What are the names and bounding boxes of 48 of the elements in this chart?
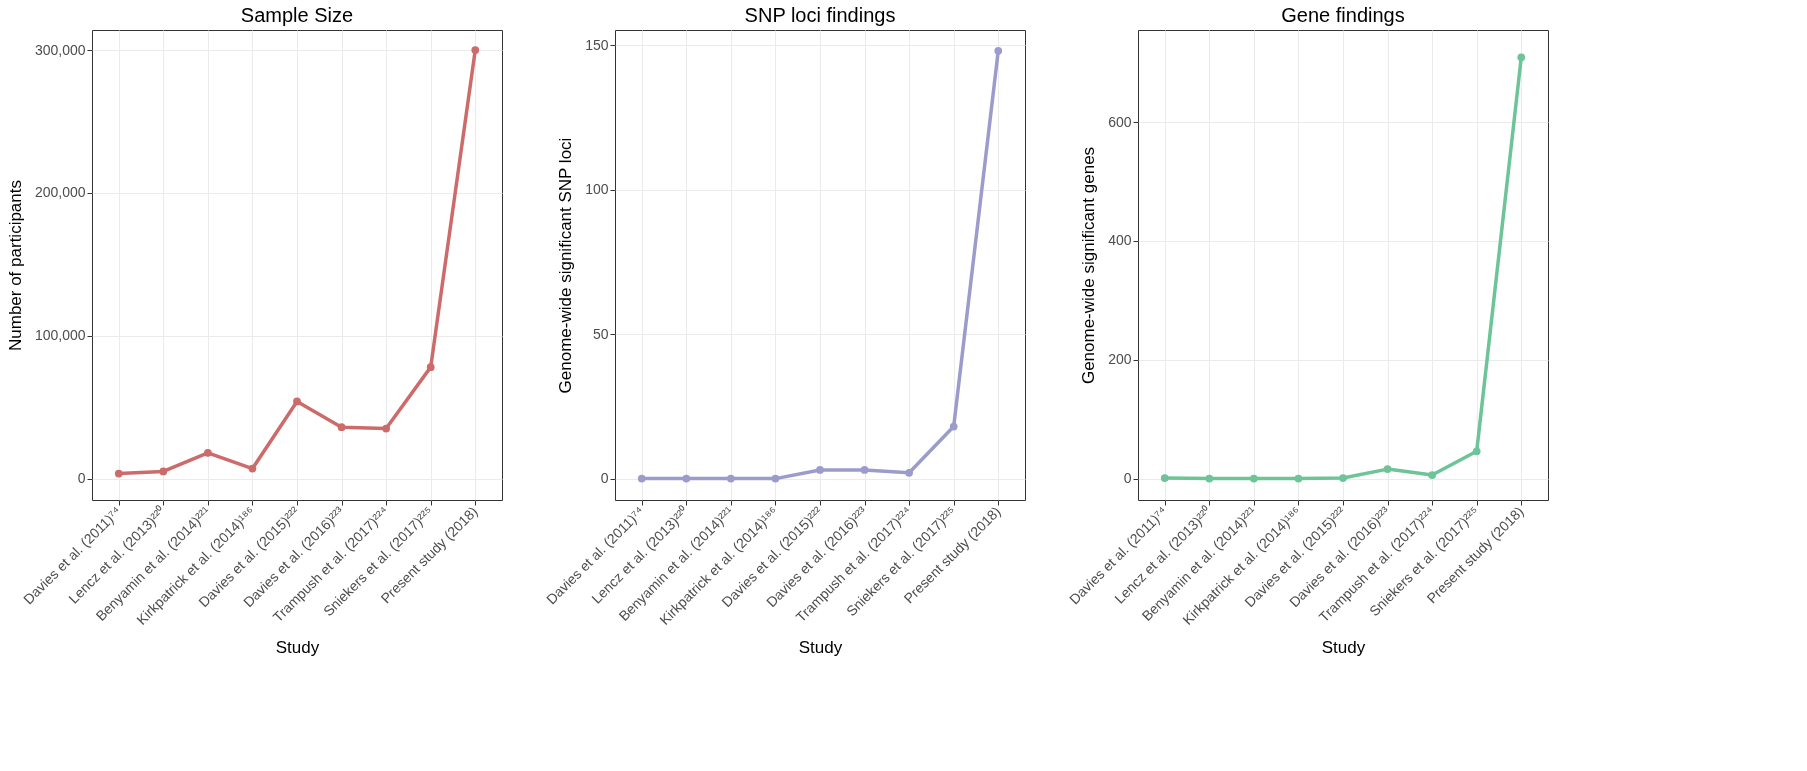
point bbox=[1160, 474, 1169, 482]
point bbox=[771, 474, 780, 483]
y-tick-label: 600 bbox=[1108, 113, 1132, 130]
point bbox=[682, 474, 691, 483]
point bbox=[949, 422, 958, 431]
x-axis-title: Study bbox=[798, 637, 843, 657]
y-tick-label: 400 bbox=[1108, 232, 1132, 249]
chart-title: Sample Size bbox=[240, 4, 354, 26]
point bbox=[1250, 474, 1258, 483]
y-tick-label: 50 bbox=[592, 325, 609, 342]
point bbox=[1383, 465, 1392, 473]
point bbox=[727, 474, 735, 483]
point bbox=[159, 467, 168, 476]
x-axis-title: Study bbox=[1321, 637, 1366, 657]
point bbox=[860, 466, 869, 474]
chart-title: Gene findings bbox=[1281, 4, 1405, 26]
point bbox=[426, 363, 435, 372]
point bbox=[382, 424, 390, 433]
point bbox=[1339, 474, 1347, 482]
point bbox=[1205, 474, 1214, 483]
point bbox=[1428, 471, 1436, 479]
y-tick-label: 200,000 bbox=[34, 184, 86, 201]
point bbox=[337, 423, 346, 432]
point bbox=[293, 397, 301, 406]
y-tick-label: 100,000 bbox=[34, 327, 86, 344]
y-tick-label: 0 bbox=[1123, 470, 1132, 487]
point bbox=[471, 46, 480, 54]
y-tick-label: 200 bbox=[1108, 351, 1132, 368]
point bbox=[114, 469, 123, 478]
point bbox=[637, 474, 646, 483]
point bbox=[248, 464, 257, 473]
y-tick-label: 150 bbox=[585, 36, 609, 53]
point bbox=[204, 448, 212, 457]
y-tick-label: 100 bbox=[585, 181, 609, 198]
y-axis-title: Number of participants bbox=[5, 179, 25, 352]
y-tick-label: 0 bbox=[600, 470, 609, 487]
chart-title: SNP loci findings bbox=[744, 4, 896, 26]
y-tick-label: 0 bbox=[77, 470, 86, 487]
y-axis-title: Genome-wide significant genes bbox=[1079, 146, 1099, 385]
point bbox=[1517, 53, 1526, 62]
x-axis-title: Study bbox=[275, 637, 320, 657]
y-tick-label: 300,000 bbox=[34, 41, 86, 58]
point bbox=[816, 466, 824, 474]
point bbox=[1294, 474, 1303, 483]
point bbox=[1472, 447, 1481, 456]
point bbox=[994, 46, 1003, 55]
point bbox=[905, 468, 913, 477]
y-axis-title: Genome-wide significant SNP loci bbox=[556, 137, 576, 394]
